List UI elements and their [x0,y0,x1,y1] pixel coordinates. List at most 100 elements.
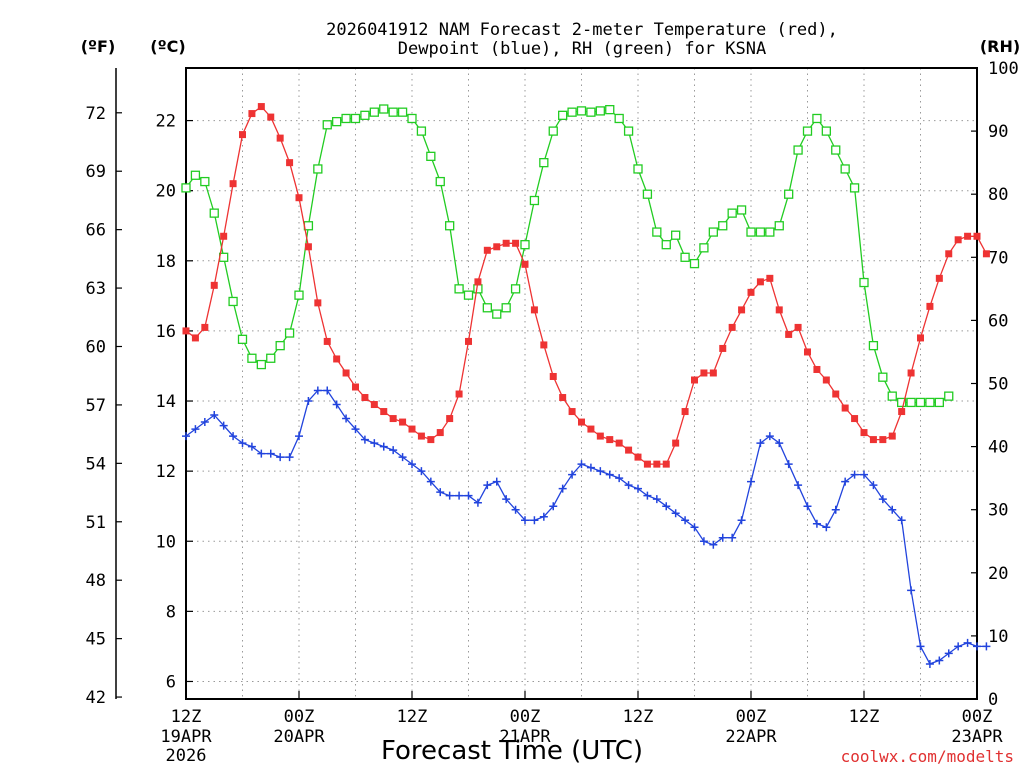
credit-label: coolwx.com/modelts [841,747,1014,766]
rh-point [341,113,351,124]
temperature-point [502,239,510,247]
rh-point [294,290,304,300]
temperature-point [785,330,793,338]
dewpoint-point [266,449,275,458]
rh-point [821,126,831,136]
rh-point [520,240,530,250]
temperature-point [408,425,416,433]
rh-point [689,258,700,269]
rh-point [303,221,314,231]
dewpoint-point [360,435,369,444]
dewpoint-point [210,411,219,420]
temperature-series [182,103,990,468]
fahrenheit-axis: 42 45 48 51 54 57 60 63 66 69 72 [86,104,122,708]
rh-tick-label: 10 [988,627,1008,647]
rh-point [887,391,897,401]
fahrenheit-tick-label: 51 [86,513,106,533]
rh-point [897,397,907,408]
temperature-point [361,394,369,402]
temperature-point [446,415,454,423]
dewpoint-point [568,470,577,479]
dewpoint-point [426,477,435,486]
temperature-point [709,369,717,377]
rh-point [680,252,690,262]
time-tick-date: 22APR [725,727,777,747]
celsius-tick-label: 8 [166,602,176,622]
dewpoint-point [558,484,567,493]
dewpoint-point [342,414,351,423]
temperature-point [756,278,764,286]
temperature-point [314,299,322,307]
dewpoint-point [521,516,529,525]
temperature-point [530,306,538,314]
rh-point [209,208,219,218]
celsius-tick-label: 12 [156,462,176,482]
dewpoint-point [878,495,887,504]
temperature-point [973,232,981,240]
dewpoint-point [784,460,793,469]
dewpoint-point [709,540,718,549]
temperature-point [954,236,962,244]
rh-point [671,230,681,240]
dewpoint-point [351,425,360,434]
dewpoint-point [238,439,247,448]
time-tick-label: 00Z [284,707,315,727]
rh-point [510,284,521,294]
dewpoint-point [624,481,633,490]
rh-tick-label: 30 [988,501,1008,521]
rh-tick-label: 90 [988,122,1008,142]
rh-point [727,208,737,218]
rh-point [718,221,728,231]
rh-point [736,205,747,215]
dewpoint-point [436,488,445,497]
temperature-point [775,306,783,314]
temperature-point [672,439,680,447]
dewpoint-point [502,495,511,504]
temperature-point [521,260,529,268]
temperature-point [276,134,284,142]
dewpoint-point [323,386,332,395]
rh-point [812,113,822,124]
dewpoint-point [483,481,492,490]
rh-point [350,113,361,124]
dewpoint-point [831,505,840,514]
dewpoint-point [417,467,426,476]
temperature-point [286,159,294,167]
rh-point [332,116,342,127]
temperature-point [625,446,633,454]
temperature-point [568,408,576,416]
celsius-tick-label: 16 [156,322,176,342]
rh-point [284,328,295,338]
dewpoint-point [304,397,313,406]
time-tick-label: 00Z [736,707,767,727]
temperature-point [540,341,548,349]
time-tick-label: 00Z [962,707,993,727]
temperature-point [295,194,303,202]
temperature-point [220,232,228,240]
rh-point [708,227,718,237]
fahrenheit-tick-label: 66 [86,221,106,241]
dewpoint-point [464,491,473,500]
temperature-point [643,460,651,468]
rh-point [765,227,775,237]
rh-tick-label: 20 [988,564,1008,584]
temperature-point [559,394,567,402]
dewpoint-point [492,477,501,486]
dewpoint-point [398,453,407,462]
chart-title-line1: 2026041912 NAM Forecast 2-meter Temperat… [326,20,838,40]
fahrenheit-tick-label: 60 [86,337,106,357]
rh-point [492,309,502,319]
rh-point [802,126,813,136]
fahrenheit-tick-label: 45 [86,630,106,650]
rh-axis: 0 10 20 30 40 50 60 70 80 90 100 [971,59,1019,710]
rh-point [558,110,568,120]
dewpoint-point [897,516,906,525]
rh-point [605,104,615,115]
dewpoint-point [634,484,642,493]
temperature-point [436,429,444,437]
dewpoint-point [907,586,916,595]
rh-point [397,107,408,117]
dewpoint-point [954,642,963,651]
